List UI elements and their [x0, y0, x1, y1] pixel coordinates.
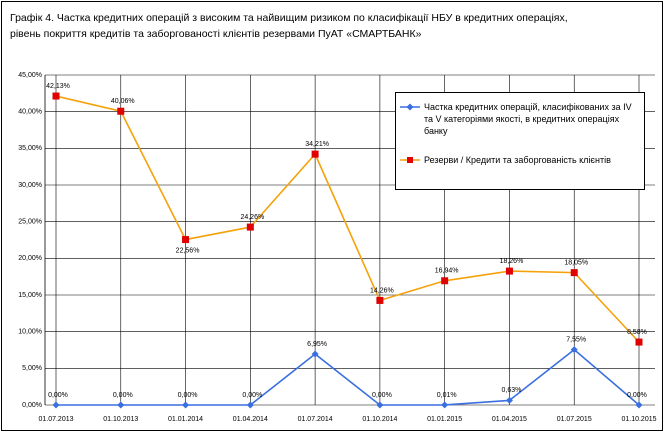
- data-label: 18,26%: [500, 258, 524, 265]
- x-tick-label: 01.04.2014: [233, 416, 268, 423]
- y-tick-label: 45,00%: [18, 72, 42, 79]
- data-label: 0,00%: [48, 392, 68, 399]
- point: [505, 396, 513, 404]
- x-tick-label: 01.04.2015: [492, 416, 527, 423]
- x-tick-label: 01.01.2014: [168, 416, 203, 423]
- chart-title: Графік 4. Частка кредитних операцій з ви…: [10, 12, 568, 40]
- series-line: [55, 95, 640, 343]
- data-label: 18,05%: [564, 259, 588, 266]
- point: [441, 401, 449, 409]
- point: [570, 269, 578, 277]
- x-tick-label: 01.10.2013: [103, 416, 138, 423]
- data-label: 7,55%: [566, 336, 586, 343]
- point: [246, 401, 254, 409]
- y-tick-label: 0,00%: [22, 402, 42, 409]
- data-label: 0,00%: [178, 392, 198, 399]
- data-label: 0,00%: [627, 392, 647, 399]
- data-label: 22,56%: [176, 247, 200, 254]
- data-label: 0,63%: [502, 387, 522, 394]
- x-tick-label: 01.07.2013: [38, 416, 73, 423]
- point: [52, 92, 60, 100]
- point: [635, 401, 643, 409]
- data-label: 14,26%: [370, 287, 394, 294]
- data-label: 24,26%: [240, 214, 264, 221]
- point: [52, 401, 60, 409]
- data-label: 8,58%: [627, 329, 647, 336]
- legend-marker: [406, 103, 414, 111]
- point: [246, 223, 254, 231]
- point: [117, 107, 125, 115]
- data-label: 6,95%: [307, 341, 327, 348]
- legend-label: Резерви / Кредити та заборгованість кліє…: [424, 155, 611, 165]
- point: [376, 296, 384, 304]
- point: [376, 401, 384, 409]
- point: [182, 236, 190, 244]
- point: [311, 150, 319, 158]
- y-tick-label: 30,00%: [18, 182, 42, 189]
- point: [117, 401, 125, 409]
- x-tick-label: 01.07.2015: [557, 416, 592, 423]
- y-tick-label: 25,00%: [18, 219, 42, 226]
- data-label: 42,13%: [46, 83, 70, 90]
- x-tick-label: 01.10.2015: [621, 416, 656, 423]
- data-label: 0,00%: [372, 392, 392, 399]
- y-tick-label: 10,00%: [18, 329, 42, 336]
- point: [441, 277, 449, 285]
- x-tick-label: 01.01.2015: [427, 416, 462, 423]
- point: [505, 267, 513, 275]
- point: [182, 401, 190, 409]
- point: [635, 338, 643, 346]
- series-line: [56, 348, 640, 406]
- y-tick-label: 5,00%: [22, 365, 42, 372]
- data-label: 0,00%: [242, 392, 262, 399]
- legend-marker: [407, 157, 413, 163]
- legend-label: Частка кредитних операцій, класифіковани…: [424, 102, 632, 136]
- data-label: 0,00%: [113, 392, 133, 399]
- legend: Частка кредитних операцій, класифіковани…: [395, 92, 645, 190]
- data-label: 16,94%: [435, 268, 459, 275]
- y-tick-label: 15,00%: [18, 292, 42, 299]
- data-label: 40,06%: [111, 98, 135, 105]
- legend-symbols: [400, 103, 420, 163]
- x-tick-label: 01.10.2014: [362, 416, 397, 423]
- y-tick-label: 40,00%: [18, 109, 42, 116]
- y-tick-label: 35,00%: [18, 145, 42, 152]
- point: [570, 346, 578, 354]
- x-tick-label: 01.07.2014: [298, 416, 333, 423]
- data-label: 0,01%: [437, 392, 457, 399]
- data-label: 34,21%: [305, 141, 329, 148]
- point: [311, 350, 319, 358]
- y-tick-label: 20,00%: [18, 255, 42, 262]
